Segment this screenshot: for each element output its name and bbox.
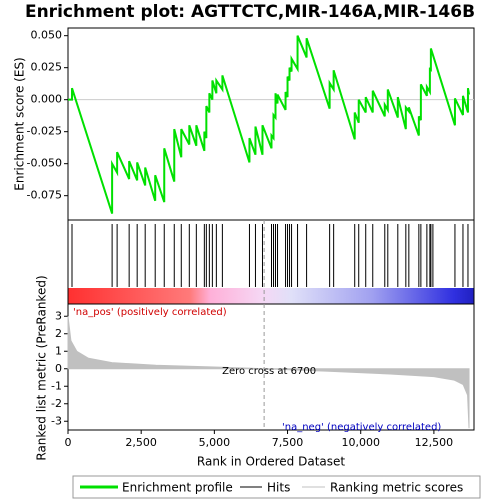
legend-label: Hits — [267, 481, 290, 495]
y-tick-label: -0.075 — [27, 189, 62, 202]
zero-cross-label: Zero cross at 6700 — [222, 366, 316, 377]
y2-tick-label: 3 — [55, 309, 62, 322]
y2-tick-label: 1 — [55, 344, 62, 357]
y-tick-label: -0.025 — [27, 125, 62, 138]
y-tick-label: 0.000 — [31, 93, 63, 106]
color-bar — [68, 288, 474, 304]
y2-tick-label: 0 — [55, 362, 62, 375]
x-axis-title: Rank in Ordered Dataset — [197, 455, 345, 469]
chart-title: Enrichment plot: AGTTCTC,MIR-146A,MIR-14… — [25, 2, 475, 22]
frames — [67, 27, 475, 431]
y2-tick-label: -1 — [51, 379, 62, 392]
x-tick-label: 2,500 — [125, 436, 157, 449]
x-tick-label: 5,000 — [199, 436, 231, 449]
y-tick-label: 0.025 — [31, 61, 63, 74]
enrichment-profile — [68, 35, 471, 214]
x-tick-label: 7,500 — [272, 436, 304, 449]
y-tick-label: 0.050 — [31, 29, 63, 42]
legend-label: Ranking metric scores — [330, 481, 463, 495]
ranking-metric-area — [67, 316, 470, 429]
legend-label: Enrichment profile — [122, 481, 233, 495]
y2-tick-label: -3 — [51, 414, 62, 427]
y-tick-label: -0.050 — [27, 157, 62, 170]
x-tick-label: 0 — [65, 436, 72, 449]
y2-tick-label: -2 — [51, 397, 62, 410]
neg-label: 'na_neg' (negatively correlated) — [282, 422, 441, 433]
x-tick-label: 10,000 — [341, 436, 380, 449]
y2-tick-label: 2 — [55, 327, 62, 340]
y2-axis-title: Ranked list metric (PreRanked) — [35, 275, 49, 460]
x-tick-label: 12,500 — [415, 436, 454, 449]
y-axis-title: Enrichment score (ES) — [13, 57, 27, 190]
pos-label: 'na_pos' (positively correlated) — [73, 307, 227, 318]
legend — [72, 475, 481, 499]
